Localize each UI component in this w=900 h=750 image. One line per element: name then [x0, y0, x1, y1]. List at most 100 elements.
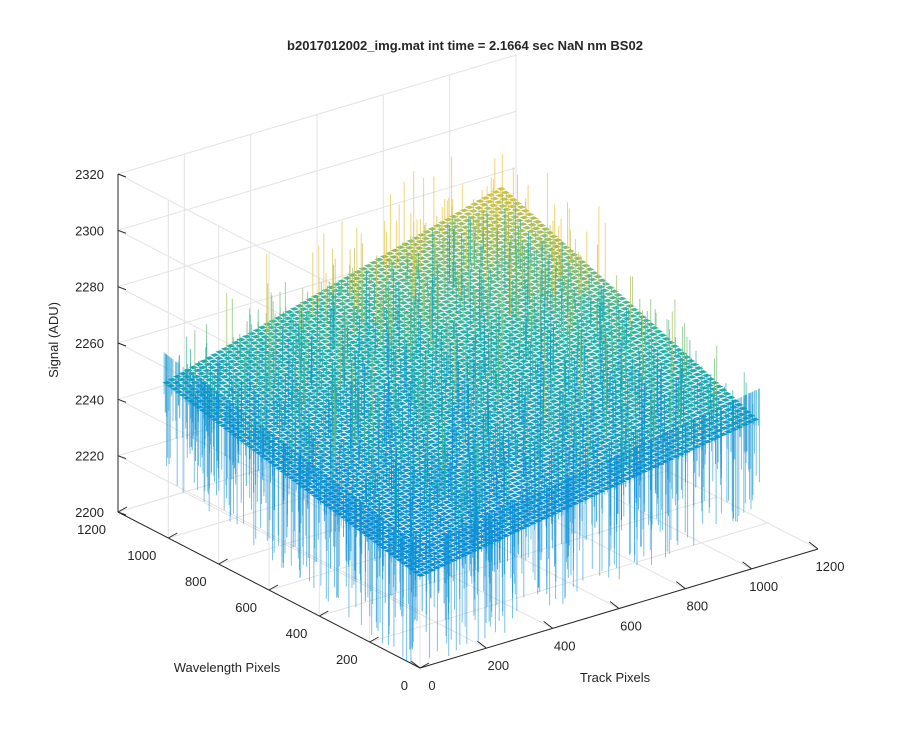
- surface-cell: [500, 335, 510, 340]
- surface-cell: [223, 356, 233, 361]
- surface-cell: [438, 267, 448, 271]
- surface-cell: [437, 273, 447, 278]
- surface-cell: [406, 285, 417, 289]
- surface-cell: [426, 397, 436, 401]
- surface-cell: [702, 395, 712, 400]
- surface-cell: [549, 258, 559, 262]
- surface-cell: [604, 292, 614, 296]
- surface-cell: [508, 387, 519, 391]
- surface-cell: [431, 372, 441, 377]
- surface-cell: [688, 391, 699, 395]
- surface-cell: [657, 333, 667, 338]
- surface-cell: [505, 469, 515, 473]
- surface-cell: [611, 439, 622, 443]
- surface-cell: [533, 407, 543, 412]
- surface-cell: [485, 494, 496, 499]
- surface-cell: [323, 371, 333, 375]
- surface-cell: [507, 204, 517, 209]
- surface-cell: [320, 361, 331, 366]
- surface-cell: [499, 319, 509, 324]
- surface-cell: [660, 365, 670, 370]
- surface-cell: [235, 365, 245, 370]
- surface-cell: [562, 262, 572, 266]
- surface-cell: [700, 379, 710, 384]
- x-tick: [609, 601, 620, 609]
- surface-cell: [450, 300, 461, 305]
- surface-cell: [435, 257, 446, 261]
- surface-cell: [338, 500, 348, 505]
- surface-cell: [399, 521, 409, 525]
- surface-cell: [390, 248, 400, 253]
- surface-cell: [487, 210, 497, 214]
- surface-cell: [321, 467, 331, 472]
- surface-cell: [440, 373, 451, 377]
- surface-cell: [581, 405, 591, 410]
- surface-cell: [542, 451, 553, 455]
- surface-cell: [450, 254, 460, 259]
- surface-cell: [540, 441, 550, 446]
- surface-cell: [552, 358, 562, 363]
- surface-cell: [481, 289, 491, 294]
- surface-cell: [429, 428, 439, 432]
- surface-cell: [300, 300, 310, 305]
- surface-cell: [463, 311, 473, 315]
- surface-cell: [282, 366, 292, 371]
- surface-cell: [314, 348, 324, 353]
- surface-cell: [443, 217, 453, 222]
- surface-cell: [496, 468, 506, 473]
- surface-cell: [527, 344, 537, 348]
- surface-cell: [590, 470, 601, 475]
- surface-cell: [577, 329, 587, 333]
- surface-cell: [487, 376, 497, 380]
- surface-cell: [541, 342, 552, 346]
- surface-cell: [590, 310, 601, 315]
- surface-cell: [651, 364, 661, 369]
- surface-cell: [329, 295, 339, 299]
- surface-cell: [320, 317, 330, 322]
- surface-cell: [609, 357, 620, 362]
- surface-cell: [397, 284, 407, 289]
- surface-cell: [423, 246, 434, 251]
- surface-cell: [455, 370, 465, 375]
- surface-cell: [477, 403, 487, 408]
- surface-cell: [317, 307, 327, 312]
- surface-cell: [424, 269, 434, 274]
- surface-cell: [551, 320, 561, 324]
- surface-cell: [453, 310, 463, 315]
- surface-cell: [464, 349, 474, 354]
- surface-cell: [470, 202, 480, 207]
- surface-cell: [457, 313, 467, 318]
- surface-cell: [502, 374, 512, 378]
- surface-cell: [413, 478, 424, 482]
- surface-cell: [494, 270, 504, 275]
- surface-cell: [431, 525, 441, 530]
- surface-cell: [351, 328, 361, 332]
- surface-cell: [416, 507, 426, 512]
- surface-cell: [633, 311, 643, 316]
- surface-cell: [560, 321, 570, 325]
- surface-cell: [512, 368, 523, 373]
- surface-cell: [396, 358, 407, 362]
- surface-cell: [531, 226, 541, 231]
- surface-cell: [648, 332, 658, 337]
- surface-cell: [362, 451, 373, 456]
- surface-cell: [319, 367, 329, 372]
- surface-cell: [458, 261, 468, 266]
- surface-cell: [528, 382, 539, 386]
- surface-cell: [458, 423, 468, 428]
- surface-cell: [501, 307, 511, 311]
- surface-cell: [389, 278, 399, 282]
- surface-cell: [384, 502, 394, 507]
- surface-cell: [364, 286, 374, 291]
- surface-cell: [561, 337, 572, 341]
- surface-cell: [425, 240, 435, 244]
- surface-cell: [443, 241, 454, 245]
- surface-cell: [395, 386, 405, 390]
- surface-cell: [615, 354, 625, 359]
- surface-cell: [435, 508, 445, 513]
- surface-cell: [513, 317, 523, 322]
- surface-cell: [590, 428, 600, 432]
- surface-cell: [437, 319, 447, 323]
- surface-cell: [438, 363, 448, 368]
- surface-cell: [356, 325, 366, 329]
